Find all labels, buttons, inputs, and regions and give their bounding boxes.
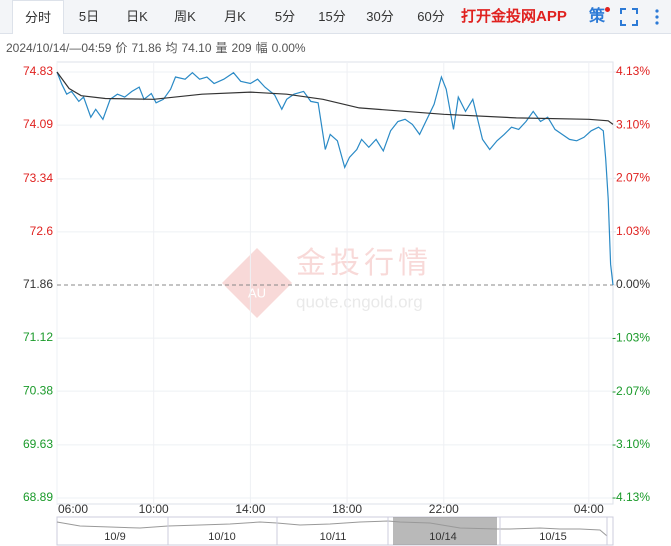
average-line	[56, 71, 614, 125]
x-tick-label: 10:00	[139, 502, 169, 516]
navigator-date: 10/9	[104, 531, 125, 543]
watermark-name: 金投行情	[296, 247, 432, 280]
x-tick-label: 04:00	[574, 502, 604, 516]
y-tick-label: 74.09	[23, 117, 53, 131]
info-label: 量	[215, 41, 228, 55]
info-time: 2024/10/14/—04:59	[6, 41, 112, 55]
tab[interactable]: 30分	[366, 9, 394, 24]
y-tick-label: 74.83	[23, 64, 53, 78]
info-label: 价	[115, 41, 128, 55]
y2-tick-label: 0.00%	[616, 277, 650, 291]
info-label: 幅	[255, 41, 268, 55]
info-value: 209	[231, 41, 252, 55]
y-tick-label: 68.89	[23, 490, 53, 504]
y2-tick-label: -2.07%	[612, 384, 650, 398]
navigator-date: 10/15	[539, 531, 567, 543]
navigator	[56, 516, 614, 546]
navigator-date: 10/14	[429, 531, 457, 543]
y2-tick-label: 3.10%	[616, 117, 650, 131]
y-tick-label: 72.6	[30, 224, 54, 238]
watermark-badge: AU	[248, 285, 266, 300]
tab[interactable]: 5分	[274, 9, 296, 24]
strategy-button[interactable]: 策	[589, 8, 606, 25]
tab[interactable]: 周K	[174, 9, 196, 24]
more-button[interactable]	[652, 8, 662, 26]
info-label: 均	[165, 41, 178, 55]
navigator-date: 10/11	[320, 531, 347, 543]
y2-tick-label: -1.03%	[612, 330, 650, 344]
y-tick-label: 71.86	[23, 277, 53, 291]
price-line	[56, 71, 614, 286]
x-tick-label: 06:00	[58, 502, 88, 516]
tab[interactable]: 日K	[126, 9, 148, 24]
app-link[interactable]: 打开金投网APP	[461, 8, 567, 25]
navigator-date: 10/10	[208, 531, 236, 543]
y2-tick-label: 4.13%	[616, 64, 650, 78]
info-value: 0.00%	[271, 41, 306, 55]
watermark-url: quote.cngold.org	[296, 292, 423, 311]
x-tick-label: 22:00	[429, 502, 459, 516]
y-tick-label: 69.63	[23, 437, 53, 451]
watermark: AU 金投行情 quote.cngold.org	[222, 247, 432, 318]
info-value: 74.10	[181, 41, 212, 55]
y-tick-label: 73.34	[23, 171, 53, 185]
tab[interactable]: 月K	[224, 9, 246, 24]
fullscreen-button[interactable]	[620, 8, 638, 26]
info-bar: 2024/10/14/—04:59 价 71.86 均 74.10 量 209 幅 0.00%	[6, 39, 310, 56]
info-value: 71.86	[131, 41, 162, 55]
tab[interactable]: 15分	[318, 9, 346, 24]
y2-tick-label: 2.07%	[616, 170, 650, 184]
x-tick-label: 14:00	[235, 502, 265, 516]
tab[interactable]: 分时	[12, 0, 64, 34]
notify-dot	[605, 7, 610, 12]
plot-frame	[56, 61, 614, 505]
x-tick-label: 18:00	[332, 502, 362, 516]
y-tick-label: 71.12	[23, 330, 53, 344]
toolbar: 分时 5日 日K 周K 月K 5分 15分 30分 60分 打开金投网APP 策	[0, 0, 671, 34]
y2-tick-label: -3.10%	[612, 437, 650, 451]
y-tick-label: 70.38	[23, 383, 53, 397]
tab[interactable]: 5日	[78, 9, 100, 24]
y2-tick-label: 1.03%	[616, 224, 650, 238]
tab[interactable]: 60分	[417, 9, 445, 24]
y2-tick-label: -4.13%	[612, 490, 650, 504]
